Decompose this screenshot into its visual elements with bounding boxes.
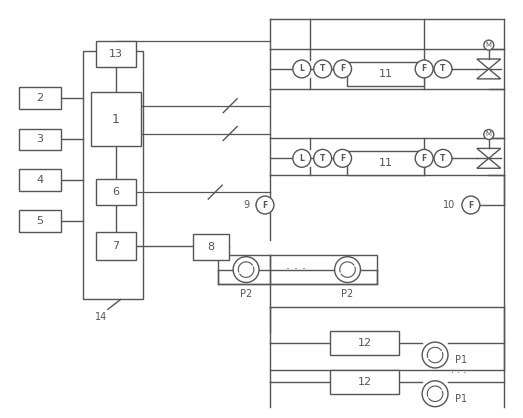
Bar	[19, 87, 61, 109]
Ellipse shape	[415, 60, 433, 78]
Text: T: T	[320, 154, 325, 163]
Text: · · ·: · · ·	[286, 263, 306, 276]
Bar	[83, 51, 143, 299]
Bar	[19, 210, 61, 232]
Ellipse shape	[334, 60, 351, 78]
Polygon shape	[477, 148, 501, 158]
Bar	[347, 62, 424, 86]
Text: 9: 9	[243, 200, 249, 210]
Text: 13: 13	[109, 49, 123, 59]
Ellipse shape	[422, 381, 448, 407]
Ellipse shape	[293, 60, 311, 78]
Text: F: F	[263, 201, 268, 209]
Text: 2: 2	[37, 93, 44, 103]
Ellipse shape	[293, 149, 311, 167]
Ellipse shape	[422, 342, 448, 368]
Bar	[96, 232, 135, 260]
Text: T: T	[440, 64, 446, 74]
Bar	[91, 92, 141, 146]
Bar	[194, 234, 229, 260]
Polygon shape	[477, 158, 501, 168]
Ellipse shape	[233, 257, 259, 283]
Text: P2: P2	[342, 289, 354, 299]
Ellipse shape	[434, 149, 452, 167]
Text: F: F	[340, 154, 345, 163]
Ellipse shape	[415, 149, 433, 167]
Bar	[329, 370, 399, 394]
Text: F: F	[468, 201, 473, 209]
Ellipse shape	[462, 196, 480, 214]
Text: 6: 6	[112, 187, 119, 197]
Text: P1: P1	[455, 394, 467, 404]
Text: F: F	[340, 64, 345, 74]
Text: T: T	[440, 154, 446, 163]
Text: 4: 4	[37, 175, 44, 185]
Text: 8: 8	[208, 242, 215, 252]
Polygon shape	[477, 59, 501, 69]
Text: 14: 14	[95, 312, 107, 322]
Text: 1: 1	[112, 112, 120, 125]
Ellipse shape	[314, 60, 332, 78]
Bar	[19, 169, 61, 191]
Ellipse shape	[334, 149, 351, 167]
Text: 12: 12	[357, 377, 371, 387]
Text: 11: 11	[378, 69, 392, 79]
Text: 12: 12	[357, 338, 371, 348]
Bar	[218, 255, 378, 285]
Text: F: F	[422, 154, 427, 163]
Ellipse shape	[484, 40, 494, 50]
Text: M: M	[486, 42, 492, 48]
Text: M: M	[486, 132, 492, 138]
Ellipse shape	[434, 60, 452, 78]
Text: · · ·: · · ·	[451, 368, 467, 378]
Bar	[347, 151, 424, 175]
Ellipse shape	[484, 130, 494, 140]
Bar	[329, 331, 399, 355]
Text: 5: 5	[37, 216, 44, 226]
Text: L: L	[299, 154, 304, 163]
Text: P1: P1	[455, 355, 467, 365]
Text: 11: 11	[378, 158, 392, 168]
Text: 7: 7	[112, 241, 119, 251]
Text: F: F	[422, 64, 427, 74]
Text: P2: P2	[240, 289, 252, 299]
Text: L: L	[299, 64, 304, 74]
Ellipse shape	[335, 257, 360, 283]
Text: 3: 3	[37, 135, 44, 145]
Bar	[19, 129, 61, 150]
Bar	[96, 41, 135, 67]
Text: T: T	[320, 64, 325, 74]
Text: 10: 10	[442, 200, 455, 210]
Polygon shape	[477, 69, 501, 79]
Ellipse shape	[256, 196, 274, 214]
Bar	[96, 179, 135, 205]
Ellipse shape	[314, 149, 332, 167]
